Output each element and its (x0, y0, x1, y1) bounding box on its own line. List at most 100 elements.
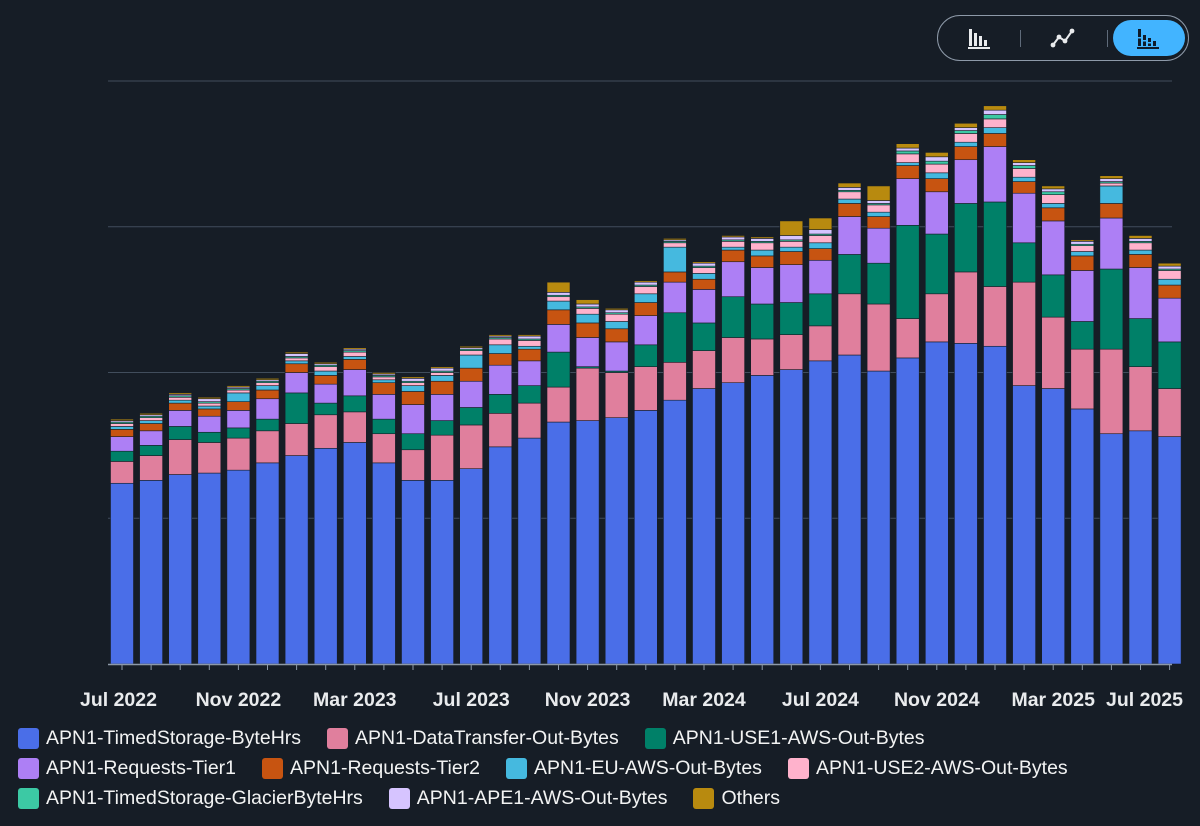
legend-label: APN1-TimedStorage-GlacierByteHrs (46, 786, 363, 809)
legend-swatch (18, 757, 39, 779)
bar-segment (255, 418, 280, 432)
bar-segment (1157, 436, 1182, 665)
bar-segment (401, 449, 425, 481)
bar-segment (313, 447, 338, 665)
legend-item[interactable]: APN1-USE1-AWS-Out-Bytes (644, 727, 924, 749)
bar-segment (808, 217, 833, 230)
bar-segment (342, 442, 367, 665)
bar-segment (663, 281, 687, 314)
legend-label: APN1-DataTransfer-Out-Bytes (355, 726, 619, 749)
bar-segment (837, 198, 862, 204)
bar-segment (895, 165, 920, 179)
bar-segment (721, 241, 745, 248)
bar-segment (750, 338, 775, 376)
legend-swatch (327, 727, 349, 749)
bar-segment (575, 308, 600, 315)
bar-segment (342, 395, 367, 413)
legend-item[interactable]: APN1-USE2-AWS-Out-Bytes (787, 757, 1068, 779)
bar-segment (255, 389, 280, 400)
bar-segment (692, 267, 716, 274)
bar-segment (284, 392, 309, 424)
bar-stack-2024-02 (663, 238, 687, 665)
bar-segment (1070, 241, 1095, 245)
bar-segment (779, 302, 804, 335)
bar-segment (895, 224, 920, 319)
bar-segment (750, 255, 775, 268)
bar-stack-2022-07 (110, 418, 134, 665)
legend-item[interactable]: APN1-DataTransfer-Out-Bytes (327, 727, 619, 749)
bar-segment (430, 367, 454, 372)
bar-segment (1099, 185, 1124, 204)
bar-segment (721, 236, 745, 241)
bar-segment (284, 360, 309, 365)
bar-segment (837, 293, 862, 356)
bar-segment (954, 159, 978, 204)
bar-segment (546, 386, 571, 423)
bar-segment (692, 350, 716, 389)
bar-segment (401, 404, 425, 435)
bar-segment (1128, 235, 1153, 239)
bar-segment (808, 248, 833, 261)
bar-segment (604, 321, 629, 330)
bar-segment (1041, 185, 1065, 190)
bar-segment (1041, 188, 1065, 193)
bar-segment (750, 236, 775, 239)
bar-segment (197, 415, 222, 433)
legend-swatch (693, 787, 715, 809)
stacked-bar-icon (1137, 29, 1159, 49)
bar-segment (110, 418, 134, 421)
bar-segment (372, 376, 396, 381)
legend-item[interactable]: APN1-EU-AWS-Out-Bytes (506, 757, 762, 779)
bar-segment (983, 201, 1007, 287)
legend-item[interactable]: APN1-TimedStorage-GlacierByteHrs (18, 787, 363, 809)
bar-segment (459, 424, 484, 469)
bar-segment (1128, 242, 1153, 251)
stacked-bar-view-button[interactable] (1113, 20, 1185, 56)
bar-segment (313, 361, 338, 365)
bar-chart-view-button[interactable] (944, 20, 1016, 56)
bar-segment (517, 345, 542, 350)
bar-segment (430, 375, 454, 382)
bar-segment (110, 450, 134, 462)
bar-segment (546, 351, 571, 388)
bar-segment (401, 391, 425, 405)
x-tick-label: Jul 2022 (80, 689, 157, 711)
bar-segment (372, 382, 396, 395)
bar-segment (255, 430, 280, 464)
bar-stack-2024-09 (866, 185, 891, 665)
legend-item[interactable]: Others (693, 787, 780, 809)
bar-segment (284, 353, 309, 357)
bar-segment (459, 367, 484, 382)
line-chart-view-button[interactable] (1027, 20, 1099, 56)
bar-segment (546, 281, 571, 293)
bar-stack-2025-05 (1099, 175, 1124, 665)
bar-segment (255, 382, 280, 386)
bar-stack-2024-03 (692, 261, 716, 665)
bar-segment (633, 366, 658, 411)
bar-segment (372, 372, 396, 375)
bar-segment (837, 216, 862, 255)
legend-item[interactable]: APN1-Requests-Tier2 (262, 757, 480, 779)
bar-segment (1099, 203, 1124, 219)
bar-segment (924, 341, 949, 665)
bar-segment (1157, 388, 1182, 437)
bar-segment (954, 122, 978, 128)
bar-stack-2024-11 (924, 152, 949, 665)
bar-segment (1128, 267, 1153, 319)
bar-segment (1070, 270, 1095, 322)
legend-item[interactable]: APN1-APE1-AWS-Out-Bytes (388, 787, 667, 809)
bar-segment (954, 141, 978, 147)
bar-stacks (110, 105, 1182, 665)
bar-segment (721, 246, 745, 251)
bar-segment (546, 292, 571, 296)
bar-stack-2025-07 (1157, 262, 1182, 665)
bar-segment (633, 280, 658, 283)
legend-item[interactable]: APN1-Requests-Tier1 (18, 757, 236, 779)
bar-segment (546, 300, 571, 311)
bar-segment (895, 178, 920, 226)
bar-segment (663, 361, 687, 401)
bar-segment (168, 392, 192, 395)
bar-segment (517, 437, 542, 665)
bar-segment (924, 156, 949, 162)
legend-item[interactable]: APN1-TimedStorage-ByteHrs (18, 727, 301, 749)
